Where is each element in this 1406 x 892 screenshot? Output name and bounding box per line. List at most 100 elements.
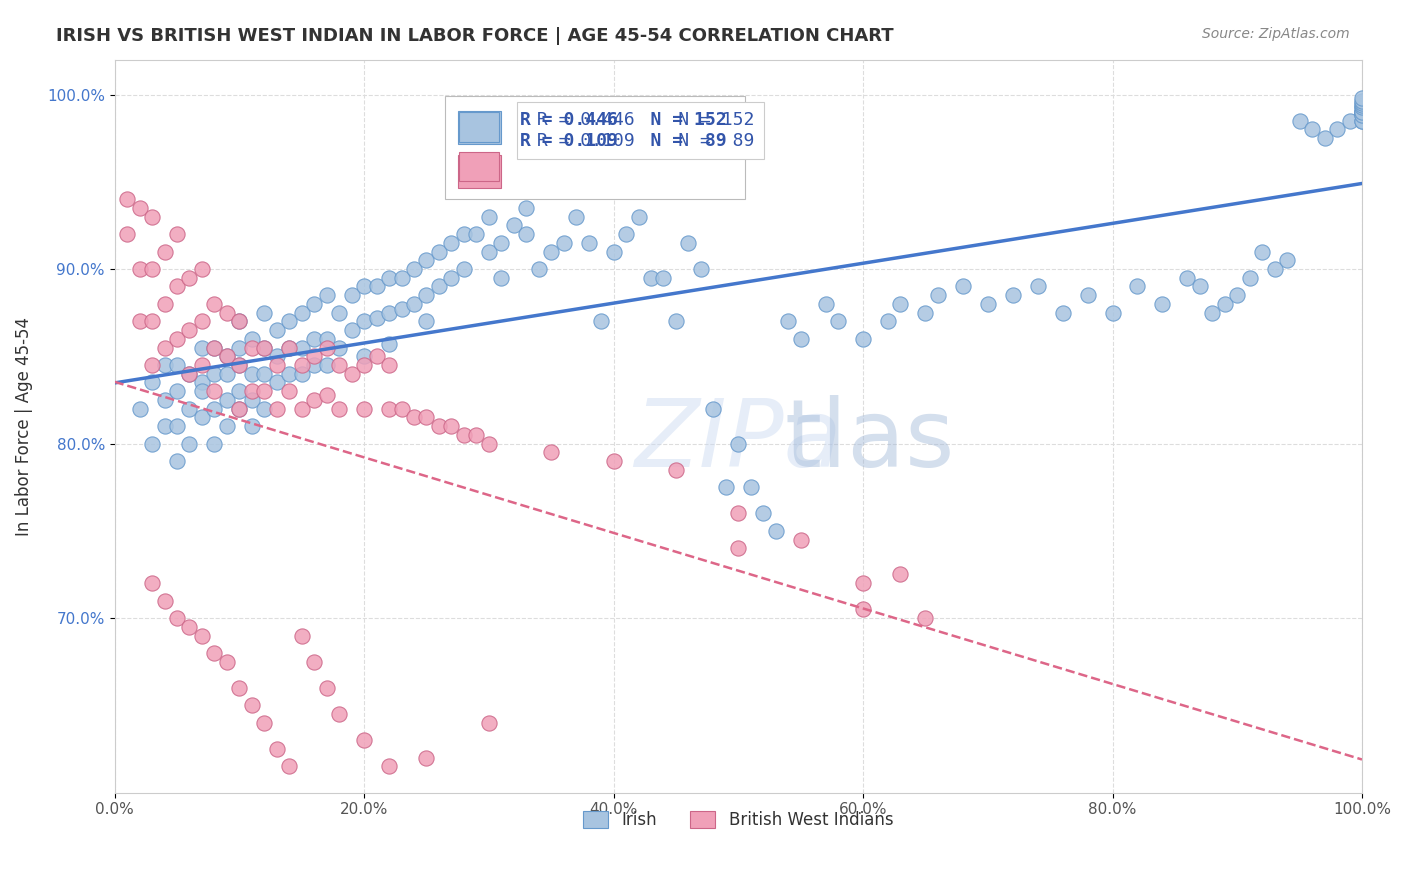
- Point: [202, 646, 225, 660]
- Point: [166, 332, 188, 346]
- Point: [378, 270, 401, 285]
- Point: [166, 384, 188, 399]
- Point: [591, 314, 613, 328]
- Point: [1226, 288, 1249, 302]
- Point: [328, 306, 350, 320]
- Point: [291, 341, 314, 355]
- Point: [1175, 270, 1198, 285]
- Point: [228, 401, 250, 416]
- Point: [253, 401, 276, 416]
- Point: [315, 332, 337, 346]
- Point: [427, 244, 450, 259]
- Point: [191, 358, 214, 372]
- Point: [115, 227, 138, 241]
- Point: [179, 367, 201, 381]
- Point: [215, 349, 238, 363]
- Point: [478, 715, 501, 730]
- Point: [278, 341, 301, 355]
- Point: [427, 279, 450, 293]
- Point: [665, 463, 688, 477]
- FancyBboxPatch shape: [458, 152, 499, 181]
- Point: [228, 358, 250, 372]
- Point: [202, 401, 225, 416]
- Point: [179, 436, 201, 450]
- Point: [228, 341, 250, 355]
- Point: [353, 358, 375, 372]
- Point: [240, 419, 263, 434]
- Point: [215, 306, 238, 320]
- Point: [1351, 98, 1374, 112]
- Point: [215, 419, 238, 434]
- Point: [415, 288, 437, 302]
- Point: [278, 341, 301, 355]
- Point: [465, 428, 488, 442]
- Point: [253, 341, 276, 355]
- Point: [353, 279, 375, 293]
- Point: [266, 376, 288, 390]
- Point: [179, 620, 201, 634]
- Point: [640, 270, 662, 285]
- Point: [391, 270, 413, 285]
- Point: [614, 227, 637, 241]
- Point: [765, 524, 787, 538]
- FancyBboxPatch shape: [457, 111, 502, 144]
- Point: [752, 507, 775, 521]
- Point: [141, 314, 163, 328]
- Point: [191, 314, 214, 328]
- Point: [291, 358, 314, 372]
- Point: [427, 419, 450, 434]
- FancyBboxPatch shape: [446, 96, 745, 199]
- Point: [1351, 108, 1374, 122]
- Point: [415, 253, 437, 268]
- Point: [1101, 306, 1123, 320]
- Point: [202, 341, 225, 355]
- Point: [141, 262, 163, 277]
- Point: [415, 410, 437, 425]
- Point: [315, 288, 337, 302]
- Point: [1351, 113, 1374, 128]
- Point: [378, 759, 401, 773]
- Point: [315, 388, 337, 402]
- Point: [166, 454, 188, 468]
- Text: R = 0.446    N = 152
 R = 0.109    N =  89: R = 0.446 N = 152 R = 0.109 N = 89: [526, 111, 755, 150]
- Point: [228, 358, 250, 372]
- Point: [527, 262, 550, 277]
- Text: Source: ZipAtlas.com: Source: ZipAtlas.com: [1202, 27, 1350, 41]
- Point: [889, 297, 911, 311]
- Point: [302, 358, 325, 372]
- Text: R = 0.446   N = 152
R = 0.109   N =  89: R = 0.446 N = 152 R = 0.109 N = 89: [520, 111, 727, 150]
- Point: [179, 270, 201, 285]
- Point: [789, 332, 811, 346]
- Point: [302, 392, 325, 407]
- Point: [440, 419, 463, 434]
- Point: [353, 733, 375, 747]
- Point: [240, 698, 263, 713]
- Point: [340, 323, 363, 337]
- Point: [1126, 279, 1149, 293]
- Point: [291, 306, 314, 320]
- Point: [153, 392, 176, 407]
- Point: [1188, 279, 1211, 293]
- Point: [378, 337, 401, 351]
- Point: [228, 314, 250, 328]
- Point: [278, 367, 301, 381]
- Point: [827, 314, 849, 328]
- Point: [202, 341, 225, 355]
- Point: [852, 332, 875, 346]
- Point: [491, 235, 513, 250]
- Point: [553, 235, 575, 250]
- Point: [166, 611, 188, 625]
- Point: [1288, 113, 1310, 128]
- Point: [340, 288, 363, 302]
- Point: [515, 201, 537, 215]
- Point: [266, 358, 288, 372]
- Point: [253, 341, 276, 355]
- Point: [115, 192, 138, 206]
- Point: [202, 297, 225, 311]
- Point: [353, 314, 375, 328]
- Text: ZIPa: ZIPa: [634, 395, 842, 486]
- Point: [1351, 113, 1374, 128]
- Point: [927, 288, 949, 302]
- Point: [852, 602, 875, 616]
- Point: [353, 401, 375, 416]
